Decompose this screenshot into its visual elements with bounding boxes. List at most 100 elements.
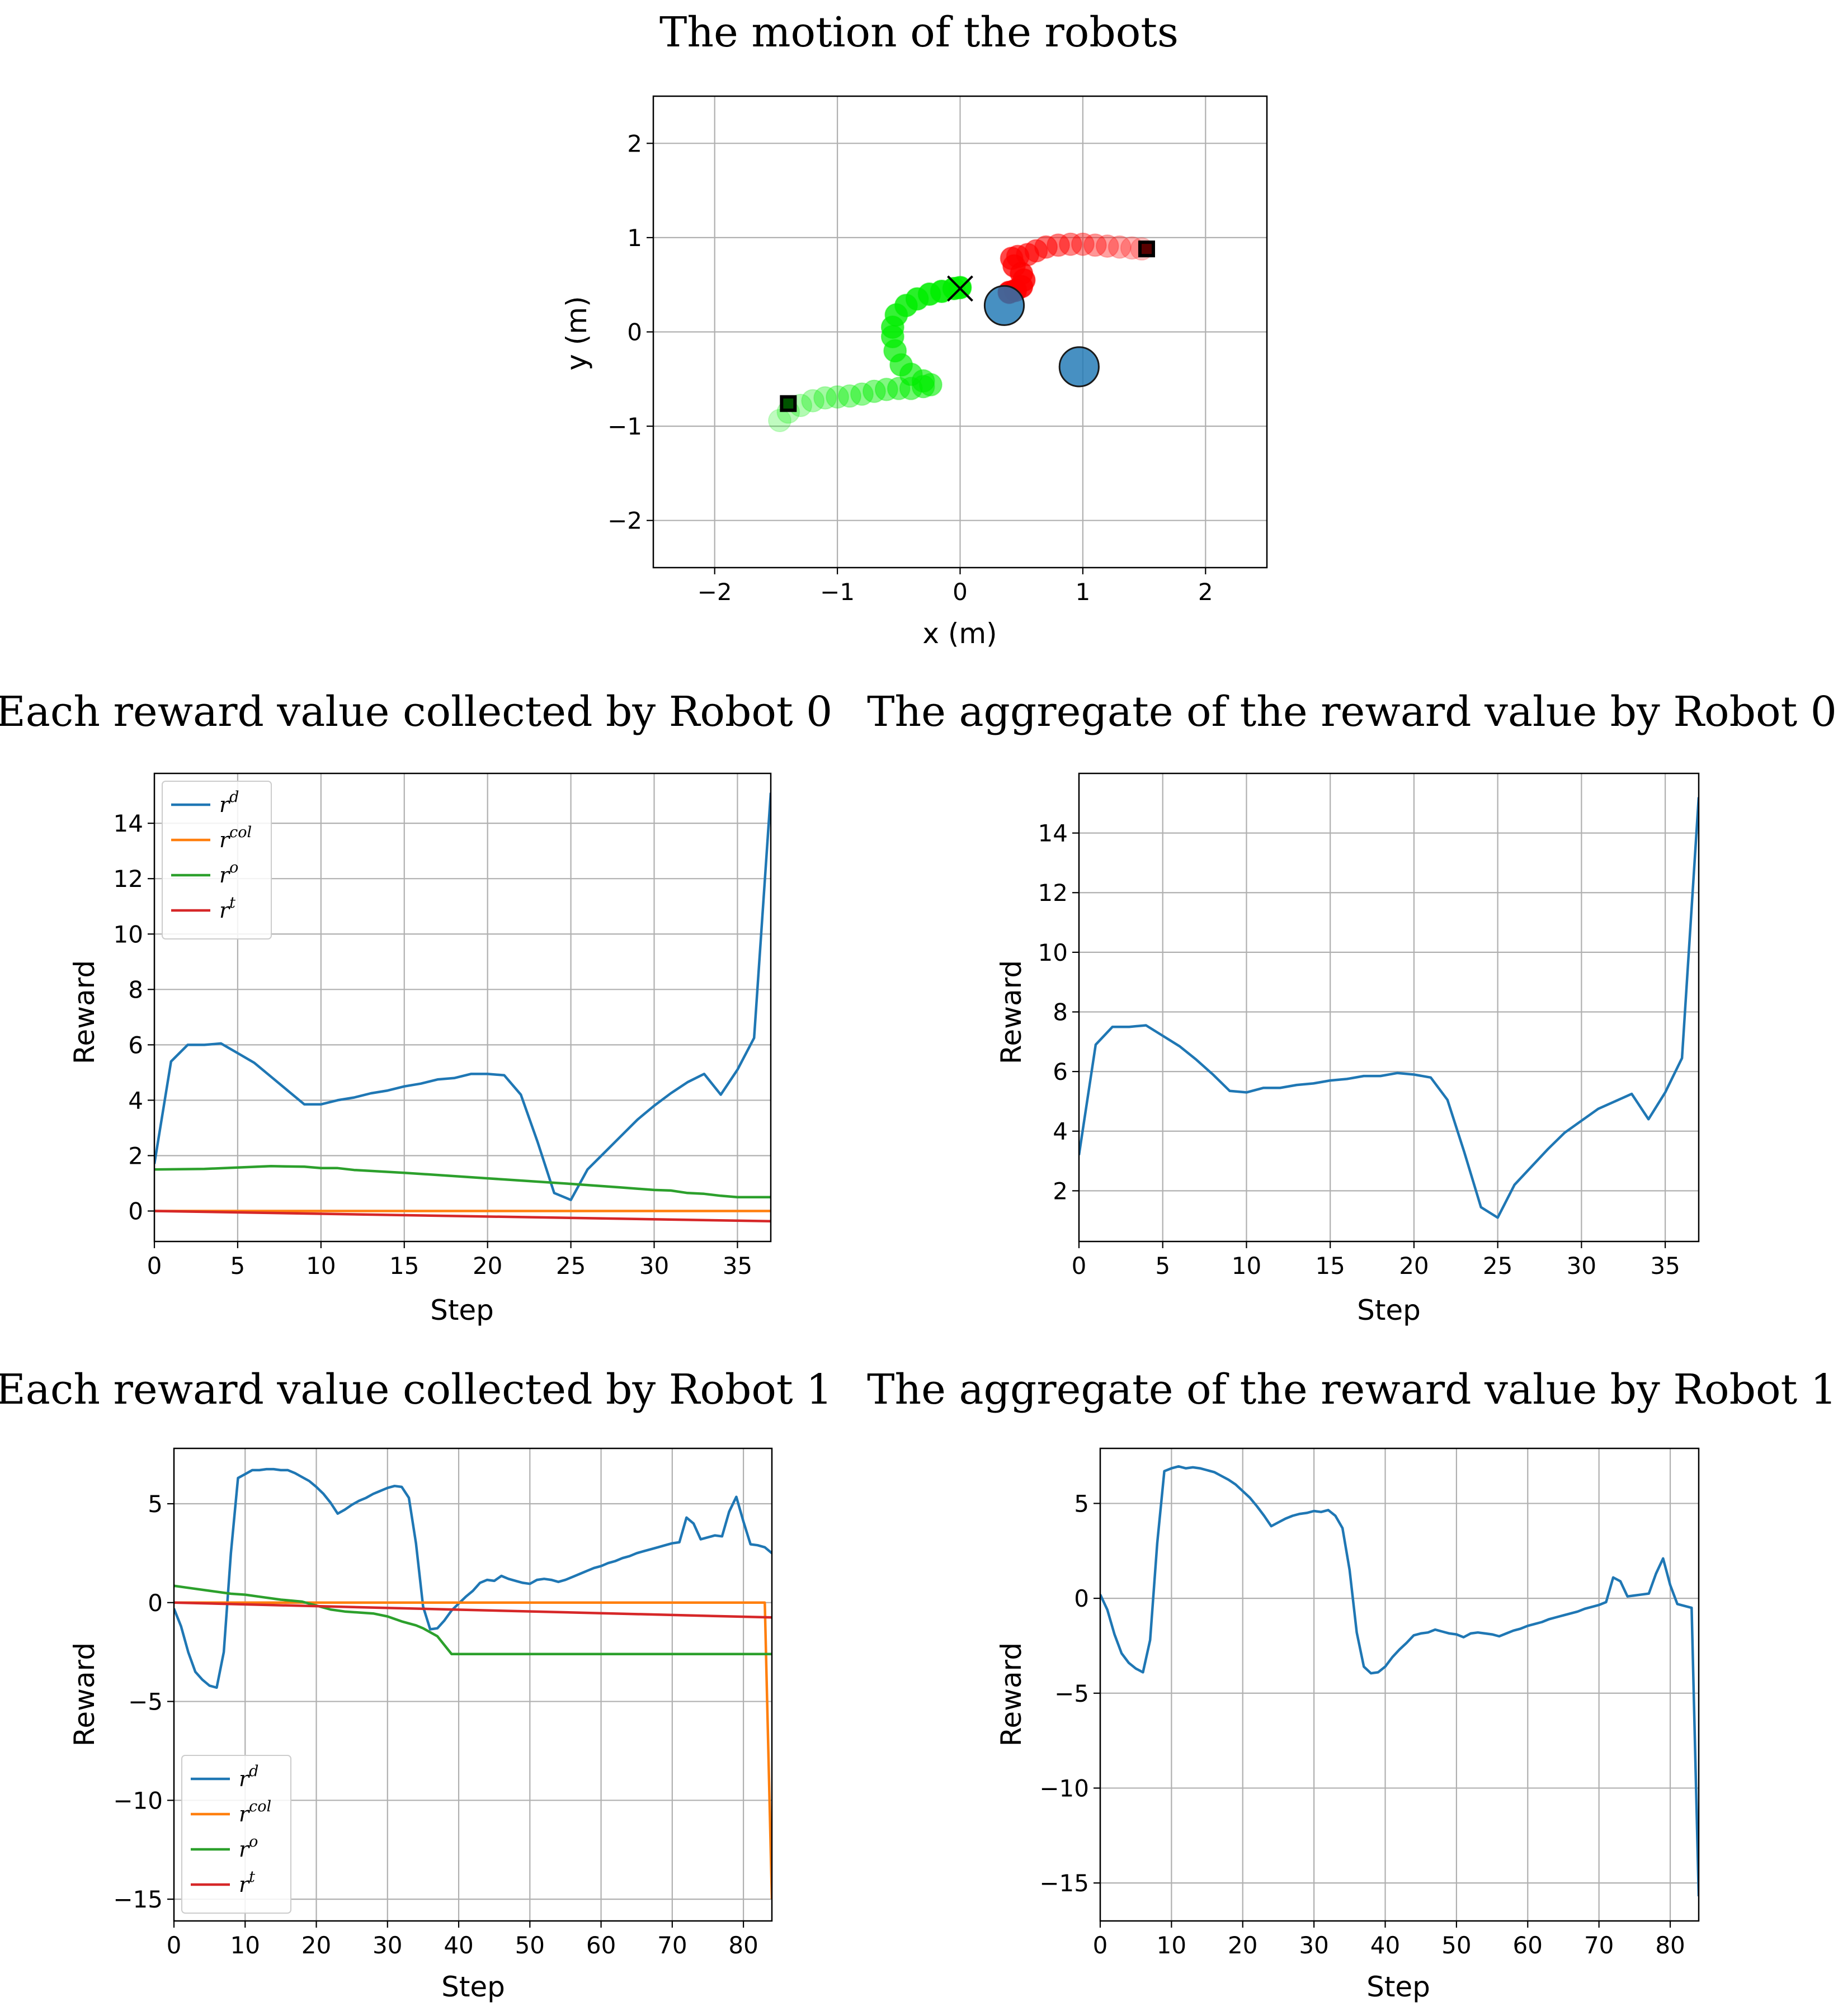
ylabel-r1-agg: Reward xyxy=(995,1642,1028,1746)
series-line-o xyxy=(154,1165,771,1199)
y-tick-label: 6 xyxy=(1053,1058,1068,1085)
trajectory-point xyxy=(1095,234,1119,258)
x-tick-label: 50 xyxy=(1441,1932,1471,1959)
x-tick-label: 10 xyxy=(230,1932,260,1959)
x-tick-label: 30 xyxy=(373,1932,402,1959)
y-tick-label: 14 xyxy=(1038,820,1068,847)
legend-sup: d xyxy=(229,789,239,806)
y-tick-label: −15 xyxy=(113,1886,163,1913)
legend-label-d: rd xyxy=(239,1763,258,1791)
y-tick-label: 5 xyxy=(148,1490,163,1518)
trajectory-point xyxy=(1071,232,1095,256)
x-tick-label: 20 xyxy=(1399,1252,1429,1280)
series-line-t xyxy=(174,1601,772,1619)
axes-frame xyxy=(1078,772,1700,1243)
y-tick-label: 8 xyxy=(128,976,143,1003)
x-tick-label: 5 xyxy=(1155,1252,1170,1280)
axes-frame xyxy=(652,95,1268,569)
x-tick-label: 0 xyxy=(1072,1252,1087,1280)
legend-sup: d xyxy=(249,1763,258,1780)
y-tick-label: 0 xyxy=(148,1589,163,1617)
x-tick-label: 70 xyxy=(657,1932,687,1959)
y-tick-label: 8 xyxy=(1053,998,1068,1026)
y-tick-label: −5 xyxy=(1054,1680,1089,1707)
legend-sup: o xyxy=(249,1833,258,1850)
x-tick-label: 2 xyxy=(1198,578,1213,606)
y-tick-label: 10 xyxy=(114,920,143,948)
plot-motion: −2 −1 0 1 2 −2 −1 0 1 2 xyxy=(607,95,1268,606)
y-tick-label: 6 xyxy=(128,1031,143,1059)
y-tick-label: 2 xyxy=(1053,1177,1068,1205)
x-tick-label: 30 xyxy=(639,1252,669,1280)
x-tick-label: 0 xyxy=(953,578,968,606)
y-tick-label: 4 xyxy=(128,1087,143,1114)
y-tick-label: −15 xyxy=(1039,1869,1089,1897)
series-line-total xyxy=(1100,1465,1699,1896)
x-tick-label: 5 xyxy=(230,1252,246,1280)
obstacle xyxy=(1058,346,1100,388)
chart-title-r1-agg: The aggregate of the reward value by Rob… xyxy=(867,1366,1837,1414)
y-tick-label: 2 xyxy=(627,130,642,157)
x-tick-label: 10 xyxy=(306,1252,336,1280)
trajectory-point xyxy=(826,385,850,409)
series-line-t xyxy=(154,1210,771,1223)
chart-title-r0-agg: The aggregate of the reward value by Rob… xyxy=(867,688,1837,736)
y-tick-label: −10 xyxy=(1039,1774,1089,1802)
x-tick-label: −1 xyxy=(820,578,855,606)
trajectory-point xyxy=(813,386,837,410)
x-tick-label: 25 xyxy=(556,1252,586,1280)
chart-title-r1-each: Each reward value collected by Robot 1 xyxy=(0,1366,832,1414)
legend-sup: o xyxy=(229,859,238,876)
x-tick-label: 30 xyxy=(1299,1932,1328,1959)
y-tick-label: −2 xyxy=(607,507,642,535)
x-tick-label: −2 xyxy=(698,578,732,606)
x-tick-label: 50 xyxy=(515,1932,545,1959)
y-tick-label: 12 xyxy=(114,865,143,893)
series-line-o xyxy=(174,1584,772,1655)
series-line-col xyxy=(174,1601,772,1900)
robot-start-marker-tint xyxy=(783,398,794,409)
y-tick-label: −1 xyxy=(607,413,642,440)
xlabel-r0-each: Step xyxy=(430,1294,494,1326)
legend-sup: col xyxy=(249,1798,271,1815)
trajectory-point xyxy=(838,384,862,408)
x-tick-label: 40 xyxy=(444,1932,473,1959)
ylabel-r0-agg: Reward xyxy=(995,960,1028,1064)
series-line-d xyxy=(154,792,771,1201)
x-tick-label: 70 xyxy=(1584,1932,1614,1959)
trajectory-point xyxy=(1083,233,1107,257)
x-tick-label: 10 xyxy=(1232,1252,1261,1280)
y-tick-label: 12 xyxy=(1038,879,1068,907)
x-tick-label: 1 xyxy=(1076,578,1091,606)
x-tick-label: 80 xyxy=(728,1932,758,1959)
xlabel-r1-each: Step xyxy=(441,1971,505,2003)
trajectory-point xyxy=(767,408,791,432)
x-tick-label: 20 xyxy=(1228,1932,1257,1959)
y-tick-label: 10 xyxy=(1038,939,1068,966)
chart-title-motion: The motion of the robots xyxy=(659,8,1179,56)
y-tick-label: −10 xyxy=(113,1787,163,1814)
x-tick-label: 20 xyxy=(301,1932,331,1959)
plot-r0-agg: 0 5 10 15 20 25 30 35 2 4 6 8 10 12 14 xyxy=(1038,772,1700,1280)
y-tick-label: 14 xyxy=(114,810,143,837)
goal-marker-stroke xyxy=(947,275,973,302)
x-tick-label: 20 xyxy=(473,1252,502,1280)
x-tick-label: 0 xyxy=(147,1252,162,1280)
x-tick-label: 30 xyxy=(1567,1252,1596,1280)
axes-frame xyxy=(153,772,772,1243)
xlabel-r0-agg: Step xyxy=(1357,1294,1421,1326)
trajectory-point xyxy=(862,379,886,403)
x-tick-label: 0 xyxy=(167,1932,182,1959)
series-line-d xyxy=(174,1467,772,1689)
y-tick-label: 2 xyxy=(128,1142,143,1169)
legend-box xyxy=(181,1755,291,1914)
x-tick-label: 60 xyxy=(1513,1932,1543,1959)
series-line-total xyxy=(1079,797,1699,1219)
x-tick-label: 15 xyxy=(1315,1252,1345,1280)
trajectory-point xyxy=(850,382,874,406)
x-tick-label: 25 xyxy=(1483,1252,1512,1280)
y-tick-label: 4 xyxy=(1053,1118,1068,1145)
